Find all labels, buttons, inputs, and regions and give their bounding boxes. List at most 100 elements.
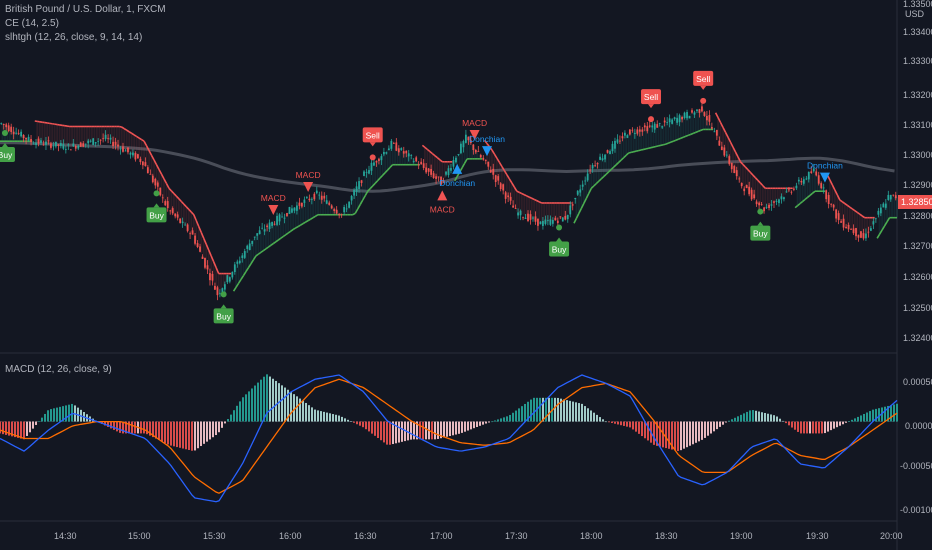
candle-body	[619, 140, 621, 142]
ce-legend[interactable]: CE (14, 2.5)	[5, 18, 59, 29]
macd-histogram-bar	[104, 421, 106, 426]
macd-axis-tick: -0.00050	[900, 461, 932, 471]
macd-histogram-bar	[836, 421, 838, 428]
candle-body	[628, 129, 631, 135]
strategy-legend[interactable]: slhtgh (12, 26, close, 9, 14, 14)	[5, 32, 143, 43]
candle-body	[30, 138, 32, 142]
macd-histogram-bar	[764, 412, 766, 422]
ce-stop-segment	[633, 150, 637, 153]
candle-body	[479, 155, 482, 158]
macd-histogram-bar	[224, 421, 226, 424]
candle-body	[415, 157, 418, 162]
candle-body	[892, 194, 895, 196]
signal-label: Buy	[552, 244, 567, 254]
candle-body	[467, 136, 470, 141]
ce-stop-segment	[849, 206, 853, 210]
ce-stop-segment	[503, 170, 508, 176]
ce-stop-segment	[212, 261, 217, 269]
candle-body	[621, 136, 624, 139]
candle-body	[770, 204, 773, 206]
macd-histogram-bar	[812, 421, 814, 434]
ce-stop-segment	[757, 179, 761, 184]
macd-histogram-bar	[743, 413, 745, 422]
candle-body	[790, 191, 793, 193]
ce-stop-segment	[513, 186, 518, 192]
ce-stop-segment	[653, 145, 657, 148]
ce-stop-segment	[727, 136, 732, 143]
candle-body	[594, 165, 597, 167]
ce-stop-segment	[461, 162, 466, 169]
symbol-legend[interactable]: British Pound / U.S. Dollar, 1, FXCM	[5, 4, 166, 15]
buy-signal-badge	[0, 147, 15, 163]
candle-body	[281, 216, 283, 218]
macd-pane[interactable]	[0, 374, 898, 503]
price-pane[interactable]: Buy Buy Buy MACD MACD Sell Donchian MACD MACD Don…	[0, 70, 898, 324]
candle-body	[455, 157, 457, 163]
macd-histogram-bar	[647, 421, 649, 441]
candle-body	[681, 116, 683, 120]
macd-histogram-bar	[131, 421, 133, 434]
candle-body	[407, 153, 410, 157]
macd-histogram-bar	[155, 421, 157, 439]
candle-body	[601, 158, 604, 160]
candle-body	[720, 146, 723, 151]
sell-signal-badge	[641, 89, 662, 105]
ce-stop-segment	[387, 166, 391, 171]
ce-stop-segment	[658, 144, 662, 147]
ce-stop-segment	[744, 166, 749, 171]
candle-body	[256, 233, 259, 236]
signal-label: Buy	[0, 150, 13, 160]
ce-stop-segment	[245, 267, 250, 273]
ce-stop-segment	[807, 194, 811, 199]
candle-body	[537, 218, 539, 226]
price-axis[interactable]: 1.33500 USD 1.33400 1.33300 1.33200 1.33…	[898, 0, 932, 343]
candle-body	[494, 175, 497, 183]
ce-stop-segment	[573, 217, 578, 224]
ce-stop-segment	[670, 140, 674, 143]
candle-body	[867, 231, 870, 233]
time-axis[interactable]: 14:30 15:00 15:30 16:00 16:30 17:00 17:3…	[54, 531, 903, 541]
price-axis-tick: 1.33300	[903, 56, 932, 66]
ce-stop-segment	[119, 125, 122, 128]
candle-body	[832, 204, 835, 208]
candle-body	[872, 221, 875, 225]
ce-stop-segment	[687, 133, 692, 137]
candle-body	[124, 150, 127, 152]
ce-stop-segment	[533, 198, 538, 202]
macd-histogram-bar	[176, 421, 178, 448]
macd-legend[interactable]: MACD (12, 26, close, 9)	[5, 364, 112, 375]
candle-body	[850, 229, 852, 230]
candle-body	[432, 173, 435, 179]
macd-histogram-bar	[374, 421, 376, 436]
signal-label: Donchian	[469, 134, 505, 144]
ce-stop-segment	[608, 168, 612, 173]
ce-stop-segment	[160, 173, 165, 180]
macd-histogram-bar	[326, 412, 328, 422]
macd-histogram-bar	[203, 421, 205, 444]
macd-histogram-bar	[617, 421, 619, 425]
candle-body	[5, 124, 8, 128]
macd-histogram-bar	[737, 416, 739, 422]
candle-body	[380, 156, 383, 161]
candle-body	[221, 288, 224, 294]
candle-body	[156, 182, 159, 187]
macd-axis[interactable]: 0.00050 0.0000 -0.00050 -0.00100	[900, 377, 932, 515]
candle-body	[812, 168, 815, 172]
ce-stop-segment	[605, 171, 610, 175]
candle-body	[815, 171, 818, 176]
candle-body	[67, 144, 70, 146]
macd-histogram-bar	[398, 421, 400, 443]
ce-stop-segment	[737, 156, 742, 163]
ce-stop-segment	[802, 198, 806, 203]
candle-body	[107, 138, 109, 140]
macd-histogram-bar	[476, 421, 478, 428]
ce-stop-segment	[526, 195, 530, 198]
macd-histogram-bar	[689, 421, 691, 446]
signal-badge-pointer	[369, 142, 376, 147]
candle-body	[395, 142, 398, 151]
candle-body	[489, 170, 492, 173]
candle-body	[258, 230, 261, 235]
signal-label: Donchian	[807, 161, 843, 171]
macd-histogram-bar	[293, 394, 295, 422]
